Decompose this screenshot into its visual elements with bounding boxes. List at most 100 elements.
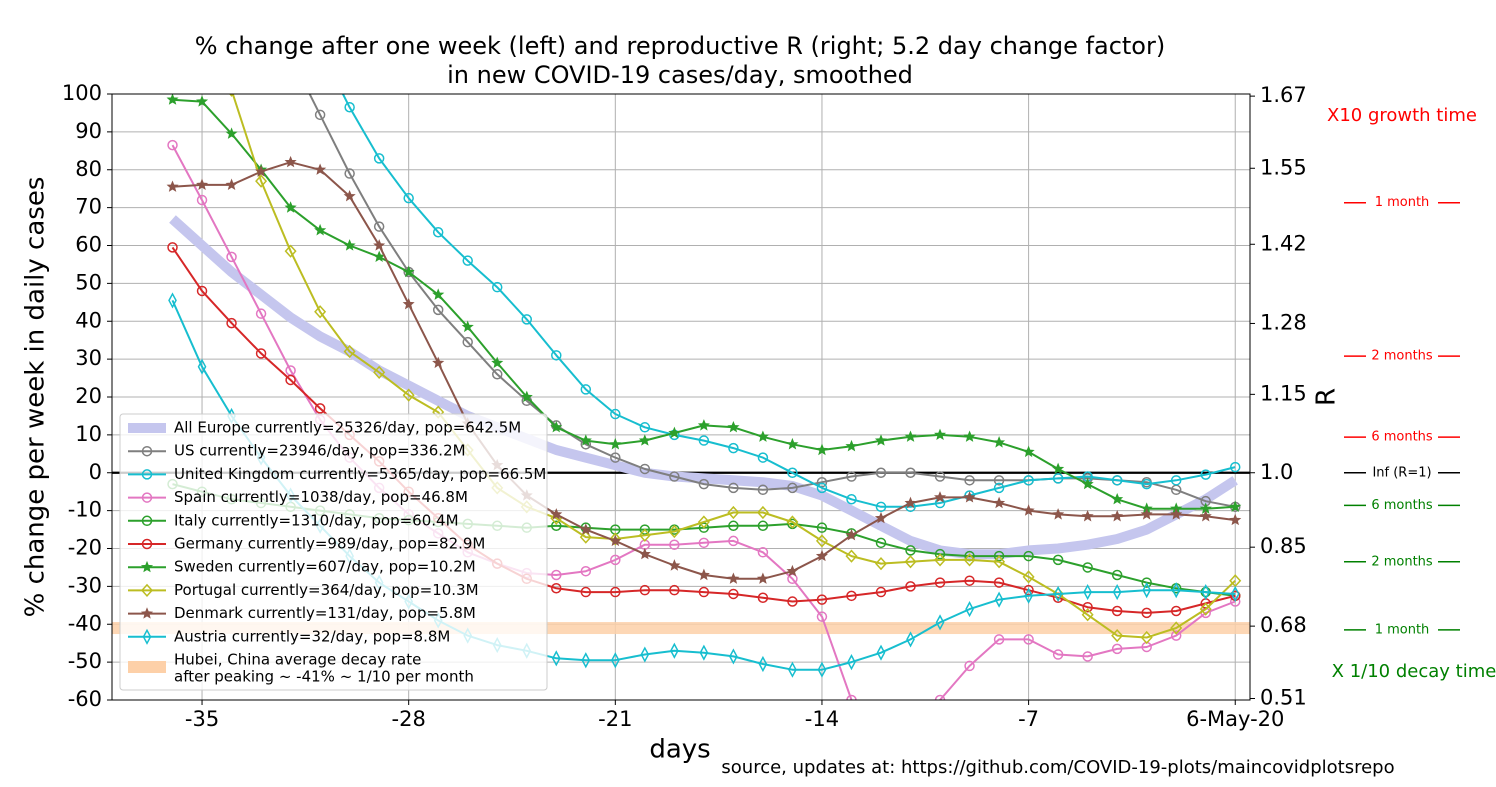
point [1170,621,1183,635]
point [609,532,622,546]
y-tick-label: -40 [68,611,102,635]
point [993,482,1005,494]
point [1112,583,1122,601]
x-tick-label: 6-May-20 [1186,707,1284,731]
point [1083,583,1092,601]
point [226,317,237,329]
legend-label: Italy currently=1310/day, pop=60.4M [174,511,459,529]
point [1081,477,1094,490]
x-tick-label: -14 [805,707,839,731]
point [1082,562,1093,573]
point [1111,475,1123,486]
y-tick-label: 40 [75,308,102,332]
y-tick-label: 30 [75,346,102,370]
point [402,297,415,310]
point [846,471,857,482]
point [757,547,769,558]
point [934,548,946,560]
point [846,694,857,700]
point [1140,630,1153,645]
point [757,484,769,496]
legend-swatch [128,661,166,673]
point [373,153,385,164]
point [815,534,828,548]
y2-tick-label: 1.15 [1260,381,1307,405]
point [875,586,887,598]
point [1111,628,1124,643]
point [343,344,356,359]
y-tick-label: 80 [75,157,102,181]
legend-label: Hubei, China average decay rate [174,651,421,669]
y-tick-label: 20 [75,384,102,408]
point [728,535,739,547]
source-note: source, updates at: https://github.com/C… [721,757,1394,778]
point [756,430,770,442]
point [640,646,650,663]
point [639,422,651,433]
y2-tick-label: 0.68 [1260,613,1307,637]
point [787,482,798,494]
point [639,524,651,535]
point [579,523,592,535]
point [993,475,1005,486]
point [1022,570,1035,584]
point [610,586,621,598]
point [1199,602,1212,616]
point [432,304,444,316]
point [963,491,976,503]
point [521,314,533,325]
point [816,482,828,494]
point [491,281,503,293]
annotation-header: X 1/10 decay time [1332,661,1496,682]
point [816,611,828,622]
point [874,434,888,446]
point [728,482,739,494]
y-tick-label: 10 [75,422,102,446]
point [816,594,828,605]
point [255,308,267,319]
point [638,547,651,560]
point [846,494,857,505]
x-axis-label: days [649,735,710,765]
legend-label: after peaking ~ -41% ~ 1/10 per month [174,668,474,686]
point [284,155,297,168]
legend-marker [140,583,154,598]
point [343,239,356,251]
legend-marker [141,469,153,480]
point [992,436,1006,448]
point [1052,649,1064,660]
legend-marker [142,628,152,645]
point [610,554,621,566]
point [847,654,856,671]
point [787,573,798,585]
point [1023,634,1034,645]
point [934,694,946,700]
x-tick-label: -7 [1018,707,1039,731]
point [581,652,591,669]
y2-tick-label: 0.85 [1260,534,1307,558]
point [905,545,916,556]
point [610,408,621,420]
series-line [341,94,1236,508]
point [786,564,799,577]
point [1229,461,1241,473]
point [965,601,974,618]
point [167,242,178,253]
point [551,583,562,594]
point [255,348,267,359]
time-marker-label: 1 month [1375,195,1430,210]
point [845,439,858,452]
x-tick-label: -21 [598,707,632,731]
point [1229,500,1242,513]
point [1023,550,1034,562]
point [551,520,562,532]
point [668,559,681,571]
point [697,515,710,529]
x-tick-label: -28 [392,707,426,731]
point [727,505,740,520]
point [817,661,827,678]
y2-axis-label: R [1312,388,1342,406]
point [1053,585,1063,603]
time-marker-label: 6 months [1371,430,1433,445]
